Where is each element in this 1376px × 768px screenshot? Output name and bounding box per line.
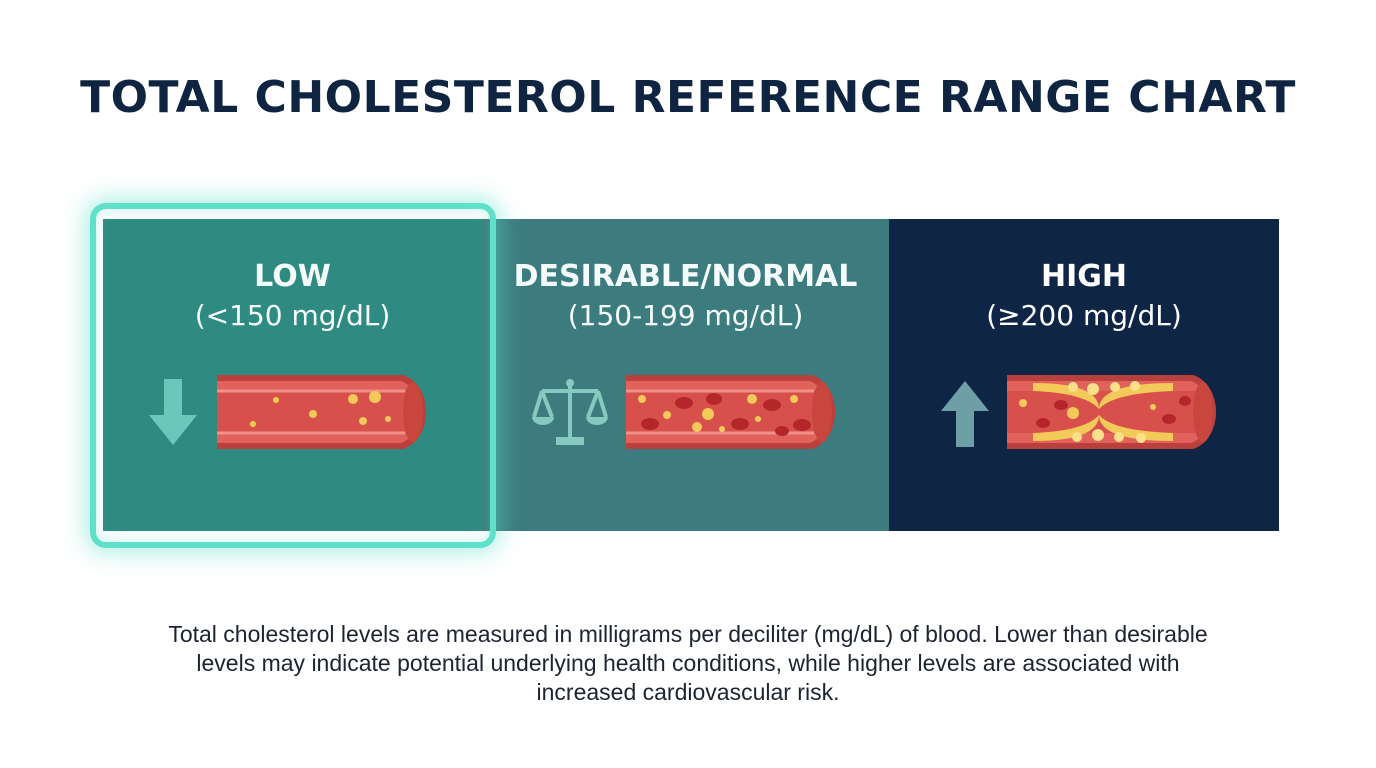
up-arrow-icon bbox=[941, 381, 989, 447]
range-panel-high: HIGH (≥200 mg/dL) bbox=[889, 219, 1279, 531]
range-panel-normal: DESIRABLE/NORMAL (150-199 mg/dL) bbox=[482, 219, 889, 531]
blood-vessel-clear bbox=[217, 375, 427, 449]
down-arrow-icon bbox=[149, 379, 197, 445]
range-name-low: LOW bbox=[254, 259, 331, 294]
range-value-normal: (150-199 mg/dL) bbox=[567, 299, 804, 332]
balance-scale-icon bbox=[532, 379, 608, 445]
range-name-normal: DESIRABLE/NORMAL bbox=[513, 259, 858, 294]
range-panel-low: LOW (<150 mg/dL) bbox=[103, 219, 482, 531]
chart-caption: Total cholesterol levels are measured in… bbox=[168, 621, 1208, 705]
range-value-high: (≥200 mg/dL) bbox=[986, 299, 1182, 332]
range-value-low: (<150 mg/dL) bbox=[194, 299, 391, 332]
blood-vessel-normal bbox=[626, 375, 836, 449]
blood-vessel-plaque bbox=[1007, 375, 1217, 449]
range-name-high: HIGH bbox=[1040, 259, 1127, 294]
page-title: TOTAL CHOLESTEROL REFERENCE RANGE CHART bbox=[80, 72, 1296, 123]
